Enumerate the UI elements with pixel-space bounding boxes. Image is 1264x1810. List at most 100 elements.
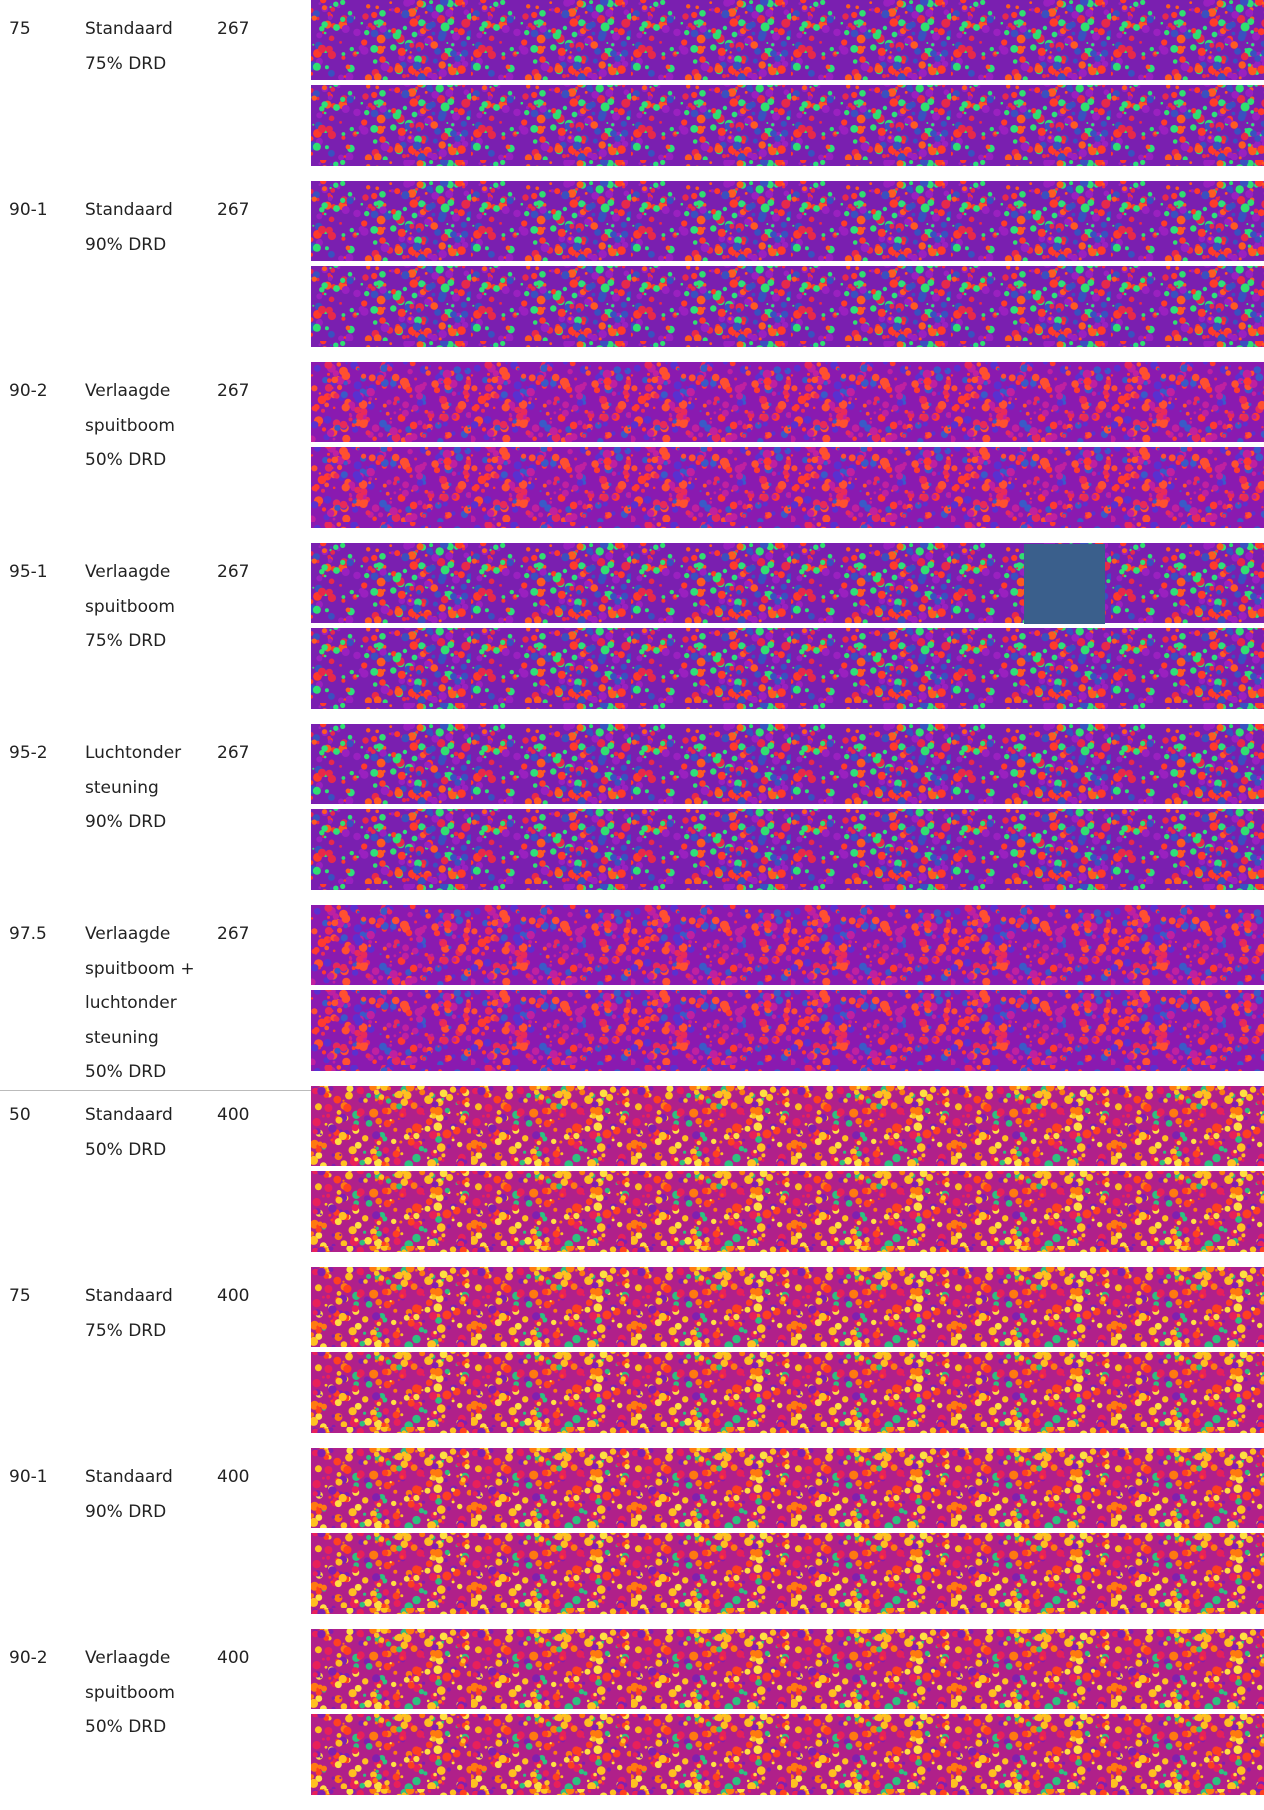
strip-bottom	[311, 1352, 1264, 1433]
number: 267	[217, 562, 250, 582]
strip-bottom	[311, 990, 1264, 1071]
strip-bottom	[311, 1533, 1264, 1614]
description-line: Verlaagde	[85, 381, 171, 401]
strip-top	[311, 1448, 1264, 1528]
description-line: luchtonder	[85, 993, 177, 1013]
description-line: Luchtonder	[85, 743, 182, 763]
image-strips	[311, 724, 1264, 890]
strip-bottom	[311, 447, 1264, 528]
description: Standaard 50% DRD	[85, 1098, 173, 1167]
table-row: 97.5 Verlaagde spuitboom + luchtonder steuni…	[0, 905, 1264, 1086]
table-row: 75 Standaard 75% DRD 267	[0, 0, 1264, 181]
description-line: 75% DRD	[85, 631, 167, 651]
code: 90-2	[9, 1648, 48, 1668]
image-strips	[311, 1267, 1264, 1433]
description-line: spuitboom +	[85, 958, 195, 979]
description-line: Standaard	[85, 19, 173, 39]
strip-top	[311, 1629, 1264, 1709]
table-row: 75 Standaard 75% DRD 400	[0, 1267, 1264, 1448]
description-line: Standaard	[85, 200, 173, 220]
description-line: steuning	[85, 777, 159, 798]
strip-top	[311, 1086, 1264, 1166]
description: Standaard 75% DRD	[85, 1279, 173, 1348]
strip-bottom	[311, 1171, 1264, 1252]
strip-top	[311, 905, 1264, 985]
description-line: 75% DRD	[85, 53, 167, 74]
image-strips	[311, 181, 1264, 347]
code: 50	[9, 1105, 31, 1125]
description-line: 50% DRD	[85, 450, 167, 470]
strip-bottom	[311, 628, 1264, 709]
code: 75	[9, 19, 31, 39]
description: Verlaagde spuitboom 50% DRD	[85, 374, 175, 478]
separator	[0, 1090, 311, 1091]
number: 267	[217, 924, 250, 944]
image-strips	[311, 1086, 1264, 1252]
number: 400	[217, 1105, 250, 1125]
strip-bottom	[311, 1714, 1264, 1795]
strip-bottom	[311, 266, 1264, 347]
description-line: 50% DRD	[85, 1062, 167, 1082]
number: 400	[217, 1648, 250, 1668]
description: Luchtonder steuning 90% DRD	[85, 736, 181, 840]
description-line: 90% DRD	[85, 812, 167, 832]
description-line: 75% DRD	[85, 1320, 167, 1341]
code: 90-2	[9, 381, 48, 401]
table-row: 90-2 Verlaagde spuitboom 50% DRD 267	[0, 362, 1264, 543]
description-line: spuitboom	[85, 415, 175, 436]
description-line: Standaard	[85, 1105, 173, 1125]
description: Verlaagde spuitboom 75% DRD	[85, 555, 175, 659]
description-line: Verlaagde	[85, 1648, 171, 1668]
description-line: Verlaagde	[85, 562, 171, 582]
number: 267	[217, 19, 250, 39]
description-line: 90% DRD	[85, 1501, 167, 1522]
table-row: 95-1 Verlaagde spuitboom 75% DRD 267	[0, 543, 1264, 724]
table-row: 90-1 Standaard 90% DRD 400	[0, 1448, 1264, 1629]
description: Verlaagde spuitboom 50% DRD	[85, 1641, 175, 1745]
code: 97.5	[9, 924, 47, 944]
description-line: 90% DRD	[85, 234, 167, 255]
description-line: 50% DRD	[85, 1139, 167, 1160]
image-strips	[311, 1629, 1264, 1795]
table-row: 95-2 Luchtonder steuning 90% DRD 267	[0, 724, 1264, 905]
description-line: Standaard	[85, 1467, 173, 1487]
code: 95-1	[9, 562, 48, 582]
number: 400	[217, 1467, 250, 1487]
missing-tile	[1024, 544, 1105, 624]
image-strips	[311, 905, 1264, 1071]
description-line: steuning	[85, 1027, 159, 1048]
description-line: Standaard	[85, 1286, 173, 1306]
code: 75	[9, 1286, 31, 1306]
image-strips	[311, 543, 1264, 709]
strip-top	[311, 181, 1264, 261]
strip-top	[311, 1267, 1264, 1347]
number: 267	[217, 381, 250, 401]
image-strips	[311, 0, 1264, 166]
description-line: 50% DRD	[85, 1717, 167, 1737]
description-line: Verlaagde	[85, 924, 171, 944]
number: 267	[217, 743, 250, 763]
strip-bottom	[311, 85, 1264, 166]
table-row: 90-2 Verlaagde spuitboom 50% DRD 400	[0, 1629, 1264, 1810]
image-strips	[311, 362, 1264, 528]
code: 95-2	[9, 743, 48, 763]
strip-top	[311, 543, 1264, 623]
description-line: spuitboom	[85, 1682, 175, 1703]
description: Standaard 90% DRD	[85, 193, 173, 262]
table-row: 90-1 Standaard 90% DRD 267	[0, 181, 1264, 362]
strip-bottom	[311, 809, 1264, 890]
description-line: spuitboom	[85, 596, 175, 617]
code: 90-1	[9, 1467, 48, 1487]
number: 400	[217, 1286, 250, 1306]
description: Standaard 90% DRD	[85, 1460, 173, 1529]
table-row: 50 Standaard 50% DRD 400	[0, 1086, 1264, 1267]
strip-top	[311, 362, 1264, 442]
number: 267	[217, 200, 250, 220]
code: 90-1	[9, 200, 48, 220]
description: Standaard 75% DRD	[85, 12, 173, 81]
image-strips	[311, 1448, 1264, 1614]
strip-top	[311, 724, 1264, 804]
strip-top	[311, 0, 1264, 80]
description: Verlaagde spuitboom + luchtonder steuning 50…	[85, 917, 195, 1090]
